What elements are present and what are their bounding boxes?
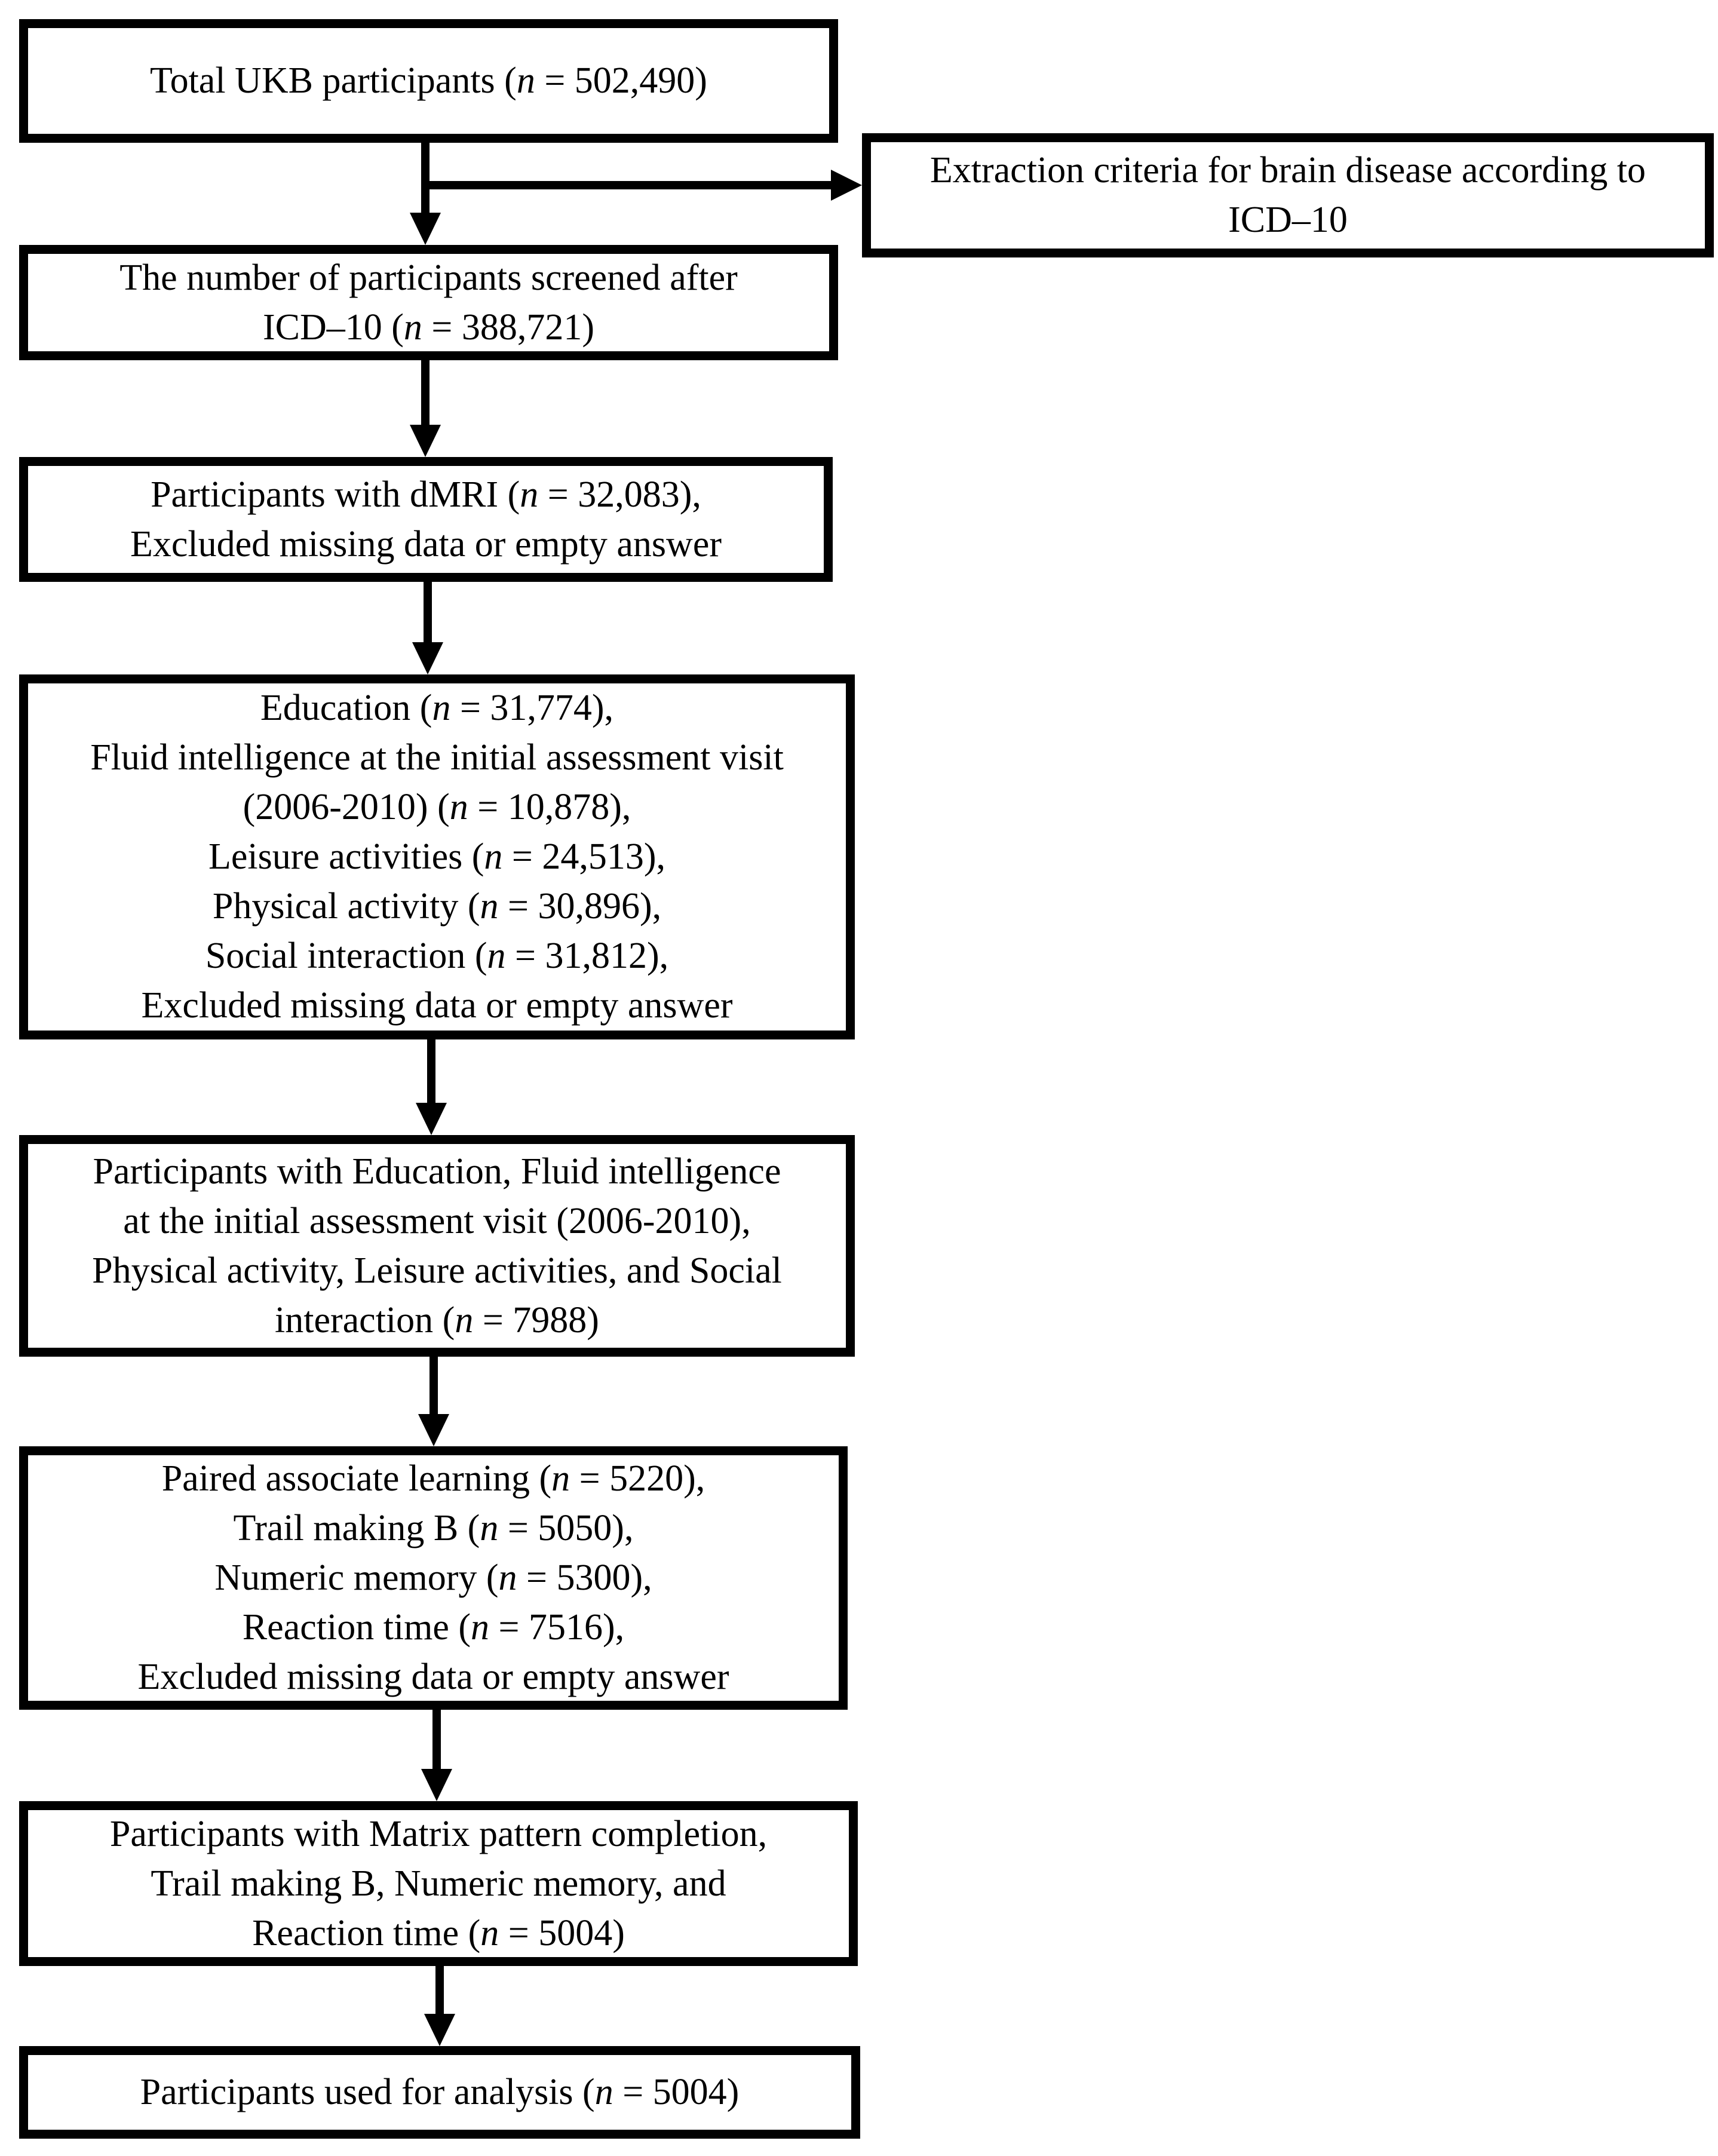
text-line: Trail making B (n = 5050),	[233, 1508, 634, 1548]
text-line: Trail making B, Numeric memory, and	[151, 1863, 726, 1904]
arrow-shaft	[432, 1710, 441, 1769]
text-line: Reaction time (n = 7516),	[242, 1607, 625, 1648]
text-line: Excluded missing data or empty answer	[130, 523, 722, 565]
text-line: Paired associate learning (n = 5220),	[161, 1458, 705, 1499]
arrow-shaft	[421, 360, 430, 425]
text-line: Participants with Matrix pattern complet…	[109, 1813, 768, 1854]
text-line: ICD–10	[1228, 200, 1348, 240]
node-participants-with-cognitive-tests: Participants with Matrix pattern complet…	[19, 1801, 858, 1966]
text-line: Physical activity (n = 30,896),	[212, 886, 662, 927]
text-line: Excluded missing data or empty answer	[137, 1657, 729, 1697]
arrow-head-down-icon	[421, 1769, 452, 1801]
text-line: The number of participants screened afte…	[119, 257, 738, 298]
arrow-head-down-icon	[410, 213, 441, 245]
arrow-head-down-icon	[418, 1414, 449, 1446]
text-line: Reaction time (n = 5004)	[252, 1912, 625, 1953]
node-lifestyle-variables: Education (n = 31,774), Fluid intelligenc…	[19, 674, 855, 1039]
text-line: Extraction criteria for brain disease ac…	[929, 150, 1646, 191]
arrow-shaft	[435, 1966, 444, 2014]
text-line: Excluded missing data or empty answer	[141, 985, 733, 1026]
node-final-analysis: Participants used for analysis (n = 5004…	[19, 2046, 860, 2139]
arrow-shaft	[430, 1357, 438, 1414]
text-line: Fluid intelligence at the initial assess…	[90, 737, 784, 778]
text-line: Social interaction (n = 31,812),	[205, 936, 669, 976]
text-line: Total UKB participants (n = 502,490)	[150, 60, 707, 101]
arrow-head-down-icon	[410, 425, 441, 457]
text-line: ICD–10 (n = 388,721)	[262, 306, 595, 348]
text-line: Education (n = 31,774),	[260, 688, 614, 728]
arrow-shaft	[421, 143, 430, 213]
text-line: Participants used for analysis (n = 5004…	[140, 2072, 740, 2112]
node-screened-after-icd10: The number of participants screened afte…	[19, 245, 838, 360]
node-cognitive-tests: Paired associate learning (n = 5220), Tra…	[19, 1446, 848, 1710]
arrow-head-down-icon	[424, 2014, 455, 2046]
arrow-shaft	[427, 1039, 435, 1103]
node-total-ukb-participants: Total UKB participants (n = 502,490)	[19, 19, 838, 143]
node-participants-with-dmri: Participants with dMRI (n = 32,083), Excl…	[19, 457, 833, 582]
node-participants-with-lifestyle: Participants with Education, Fluid intel…	[19, 1135, 855, 1357]
arrow-head-down-icon	[416, 1103, 447, 1135]
text-line: Leisure activities (n = 24,513),	[208, 836, 665, 877]
text-line: Participants with dMRI (n = 32,083),	[151, 474, 701, 515]
text-line: Physical activity, Leisure activities, a…	[92, 1250, 782, 1291]
arrow-head-right-icon	[831, 170, 862, 201]
node-extraction-criteria: Extraction criteria for brain disease ac…	[862, 133, 1714, 257]
text-line: at the initial assessment visit (2006-20…	[123, 1200, 751, 1241]
arrow-shaft	[424, 582, 432, 642]
text-line: Participants with Education, Fluid intel…	[93, 1151, 781, 1192]
arrow-head-down-icon	[412, 642, 443, 674]
text-line: interaction (n = 7988)	[275, 1299, 599, 1341]
arrow-branch-shaft	[425, 181, 831, 189]
text-line: Numeric memory (n = 5300),	[214, 1557, 652, 1598]
text-line: (2006-2010) (n = 10,878),	[243, 787, 631, 827]
